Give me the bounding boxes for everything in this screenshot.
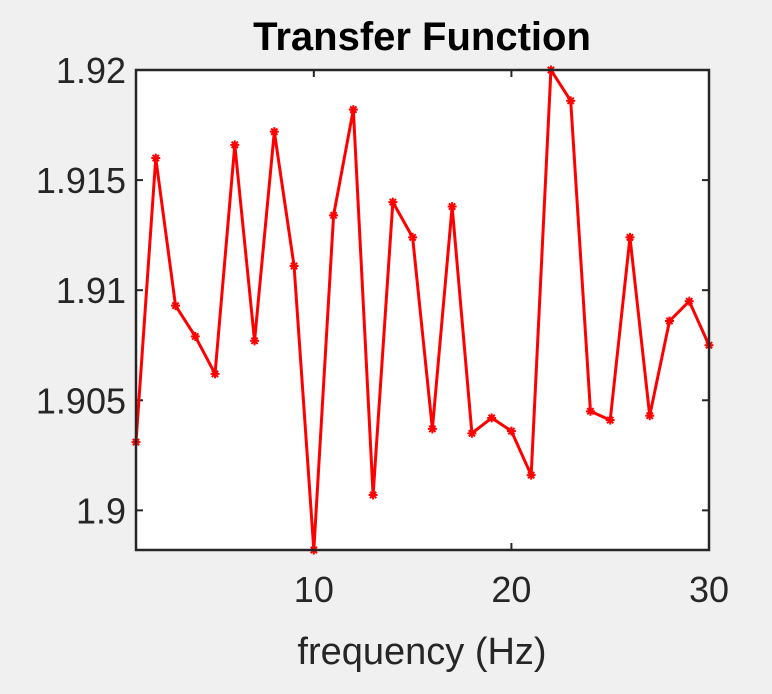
axes-box bbox=[134, 68, 711, 552]
data-point bbox=[684, 296, 694, 306]
data-point bbox=[585, 406, 595, 416]
data-point bbox=[171, 301, 181, 311]
data-point bbox=[625, 232, 635, 242]
x-tick-label: 30 bbox=[689, 569, 729, 610]
data-point bbox=[566, 96, 576, 106]
x-tick-label: 10 bbox=[294, 569, 334, 610]
data-point bbox=[289, 261, 299, 271]
data-point bbox=[427, 424, 437, 434]
data-point bbox=[526, 470, 536, 480]
data-point bbox=[269, 127, 279, 137]
data-point bbox=[605, 415, 615, 425]
y-tick-labels: 1.9 1.905 1.91 1.915 1.92 bbox=[36, 50, 126, 531]
y-tick-label: 1.92 bbox=[56, 50, 126, 91]
data-point bbox=[664, 316, 674, 326]
data-point bbox=[447, 202, 457, 212]
chart-title: Transfer Function bbox=[253, 15, 591, 59]
x-tick-label: 20 bbox=[491, 569, 531, 610]
data-point bbox=[348, 105, 358, 115]
y-tick-label: 1.905 bbox=[36, 380, 126, 421]
data-point bbox=[190, 331, 200, 341]
y-tick-label: 1.91 bbox=[56, 270, 126, 311]
data-point bbox=[388, 197, 398, 207]
data-point bbox=[408, 232, 418, 242]
data-point bbox=[230, 140, 240, 150]
x-tick-labels: 10 20 30 bbox=[294, 569, 729, 610]
data-point bbox=[487, 413, 497, 423]
data-point bbox=[467, 428, 477, 438]
data-point bbox=[210, 369, 220, 379]
data-point bbox=[506, 426, 516, 436]
y-tick-label: 1.9 bbox=[76, 490, 126, 531]
axes-background bbox=[136, 70, 709, 550]
data-point bbox=[151, 153, 161, 163]
series-line bbox=[134, 68, 711, 552]
data-point bbox=[329, 210, 339, 220]
data-point bbox=[250, 336, 260, 346]
y-tick-label: 1.915 bbox=[36, 160, 126, 201]
data-point bbox=[645, 411, 655, 421]
data-point bbox=[368, 490, 378, 500]
x-axis-label: frequency (Hz) bbox=[297, 631, 546, 673]
